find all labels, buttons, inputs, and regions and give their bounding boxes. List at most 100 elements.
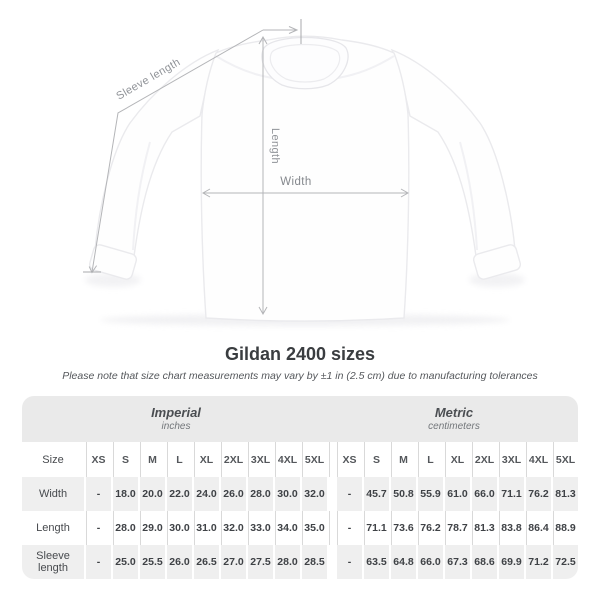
shirt-graphic: [88, 35, 522, 322]
table-cell: -: [335, 477, 362, 511]
table-cell: 81.3: [551, 477, 578, 511]
table-cell: 28.0: [273, 545, 300, 579]
col-header: 3XL: [246, 442, 273, 477]
table-cell: 30.0: [273, 477, 300, 511]
table-cell: 72.5: [551, 545, 578, 579]
table-cell: 83.8: [497, 511, 524, 545]
width-label: Width: [280, 176, 311, 188]
tolerance-note: Please note that size chart measurements…: [62, 370, 538, 382]
table-cell: 76.2: [416, 511, 443, 545]
table-cell: 28.0: [111, 511, 138, 545]
table-cell: -: [84, 545, 111, 579]
length-label: Length: [269, 128, 281, 164]
table-cell: 66.0: [470, 477, 497, 511]
table-cell: 26.0: [219, 477, 246, 511]
col-header: XS: [84, 442, 111, 477]
table-cell: 45.7: [362, 477, 389, 511]
table-cell: 61.0: [443, 477, 470, 511]
measurement-lines: [83, 19, 410, 316]
section-spacer: [327, 477, 335, 511]
row-label: Length: [36, 522, 70, 534]
metric-section-header: Metric centimeters: [330, 396, 578, 442]
table-cell: 26.5: [192, 545, 219, 579]
table-cell: 68.6: [470, 545, 497, 579]
row-label: Width: [22, 477, 84, 511]
table-cell: 76.2: [524, 477, 551, 511]
table-cell: 73.6: [389, 511, 416, 545]
col-header: M: [389, 442, 416, 477]
table-cell: 31.0: [192, 511, 219, 545]
row-label: Sleeve length: [22, 545, 84, 579]
table-cell: 71.1: [362, 511, 389, 545]
table-cell: 24.0: [192, 477, 219, 511]
table-cell: -: [335, 511, 362, 545]
section-spacer: [327, 511, 335, 545]
col-header: S: [111, 442, 138, 477]
col-header: 5XL: [300, 442, 327, 477]
size-header-row: Size XS S M L XL 2XL 3XL 4XL 5XL XS S M …: [22, 442, 578, 477]
length-row: Length - 28.0 29.0 30.0 31.0 32.0 33.0 3…: [22, 511, 578, 545]
table-cell: 27.0: [219, 545, 246, 579]
table-cell: 63.5: [362, 545, 389, 579]
col-header: 2XL: [470, 442, 497, 477]
table-cell: 25.5: [138, 545, 165, 579]
table-cell: 71.1: [497, 477, 524, 511]
section-spacer: [327, 545, 335, 579]
page-title: Gildan 2400 sizes: [224, 344, 376, 364]
table-cell: 67.3: [443, 545, 470, 579]
table-cell: 34.0: [273, 511, 300, 545]
table-cell: 88.9: [551, 511, 578, 545]
metric-label: Metric: [434, 405, 474, 420]
size-table: Size XS S M L XL 2XL 3XL 4XL 5XL XS S M …: [22, 442, 578, 579]
table-cell: -: [335, 545, 362, 579]
table-cell: 32.0: [219, 511, 246, 545]
units-header-band: Imperial inches Metric centimeters: [22, 396, 578, 442]
table-cell: 86.4: [524, 511, 551, 545]
col-header: 3XL: [497, 442, 524, 477]
imperial-section-header: Imperial inches: [22, 396, 330, 442]
col-header: XL: [192, 442, 219, 477]
imperial-unit: inches: [161, 421, 191, 432]
col-header: 2XL: [219, 442, 246, 477]
sleeve-length-arrow-right: [288, 26, 299, 34]
table-cell: 71.2: [524, 545, 551, 579]
table-cell: 81.3: [470, 511, 497, 545]
table-cell: 27.5: [246, 545, 273, 579]
table-cell: 28.0: [246, 477, 273, 511]
table-cell: 35.0: [300, 511, 327, 545]
table-cell: 69.9: [497, 545, 524, 579]
table-cell: 22.0: [165, 477, 192, 511]
table-cell: 50.8: [389, 477, 416, 511]
table-cell: 20.0: [138, 477, 165, 511]
table-cell: 29.0: [138, 511, 165, 545]
col-header: XS: [335, 442, 362, 477]
table-cell: 26.0: [165, 545, 192, 579]
table-cell: 18.0: [111, 477, 138, 511]
table-cell: 28.5: [300, 545, 327, 579]
sleeve-length-row: Sleeve length - 25.0 25.5 26.0 26.5 27.0…: [22, 545, 578, 579]
table-cell: 30.0: [165, 511, 192, 545]
col-header: M: [138, 442, 165, 477]
col-header: 4XL: [524, 442, 551, 477]
table-cell: -: [84, 511, 111, 545]
size-header-cell: Size: [42, 453, 64, 466]
table-cell: 64.8: [389, 545, 416, 579]
table-cell: 66.0: [416, 545, 443, 579]
col-header: 4XL: [273, 442, 300, 477]
table-cell: -: [84, 477, 111, 511]
imperial-label: Imperial: [151, 405, 201, 420]
col-header: L: [416, 442, 443, 477]
section-spacer: [327, 442, 335, 477]
table-cell: 25.0: [111, 545, 138, 579]
metric-unit: centimeters: [428, 421, 480, 432]
table-cell: 78.7: [443, 511, 470, 545]
width-row: Width - 18.0 20.0 22.0 24.0 26.0 28.0 30…: [22, 477, 578, 511]
shirt-measurement-diagram: Sleeve length Length Width: [83, 19, 525, 326]
table-cell: 33.0: [246, 511, 273, 545]
col-header: 5XL: [551, 442, 578, 477]
col-header: L: [165, 442, 192, 477]
col-header: S: [362, 442, 389, 477]
table-cell: 32.0: [300, 477, 327, 511]
table-cell: 55.9: [416, 477, 443, 511]
col-header: XL: [443, 442, 470, 477]
